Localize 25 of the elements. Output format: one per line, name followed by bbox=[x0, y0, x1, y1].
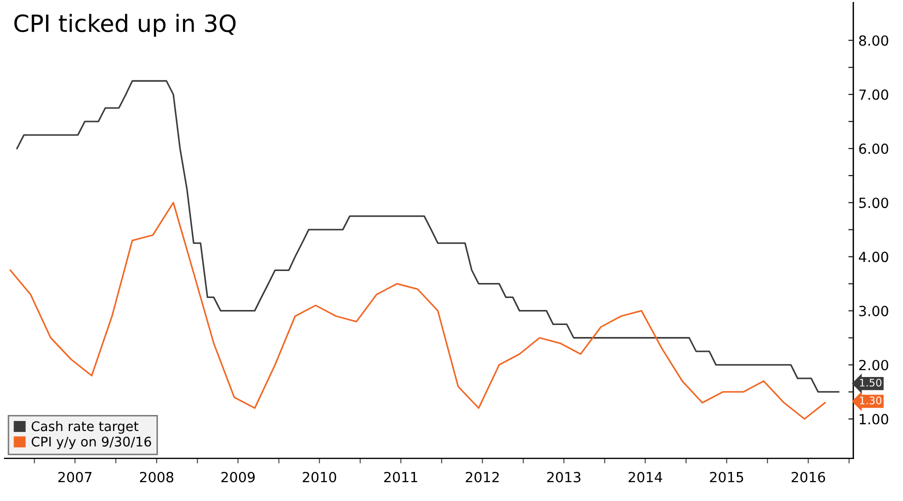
y2-tick-label: 4.00 bbox=[858, 252, 888, 262]
line-series bbox=[16, 80, 840, 393]
y2-tick-label: 8.00 bbox=[859, 35, 888, 46]
y2-tick-label: 3.00 bbox=[859, 306, 888, 316]
x-tick-label: 2013 bbox=[547, 472, 580, 482]
x-tick-label: 2011 bbox=[384, 472, 418, 482]
text: 1.50 bbox=[860, 378, 882, 387]
x-tick-label: 2014 bbox=[628, 472, 662, 482]
y2-tick-label: 5.00 bbox=[859, 198, 888, 208]
legend-label: CPI y/y on 9/30/16 bbox=[32, 436, 152, 450]
text: 1.30 bbox=[860, 396, 882, 404]
x-tick-label: 2016 bbox=[792, 472, 826, 482]
y2-tick-label: 7.00 bbox=[859, 89, 888, 100]
y2-tick-label: 2.00 bbox=[859, 360, 888, 370]
x-tick-label: 2012 bbox=[466, 472, 499, 482]
y2-tick-label: 6.00 bbox=[859, 143, 888, 154]
x-tick-label: 2008 bbox=[140, 472, 174, 482]
chart-title: CPI ticked up in 3Q bbox=[14, 14, 236, 37]
x-tick-label: 2015 bbox=[710, 472, 744, 482]
legend-label: Cash rate target bbox=[32, 421, 138, 434]
x-tick-label: 2007 bbox=[58, 472, 92, 482]
x-tick-label: 2009 bbox=[221, 472, 255, 482]
y2-tick-label: 1.00 bbox=[860, 414, 888, 424]
x-tick-label: 2010 bbox=[302, 472, 336, 482]
line-series bbox=[10, 202, 826, 420]
